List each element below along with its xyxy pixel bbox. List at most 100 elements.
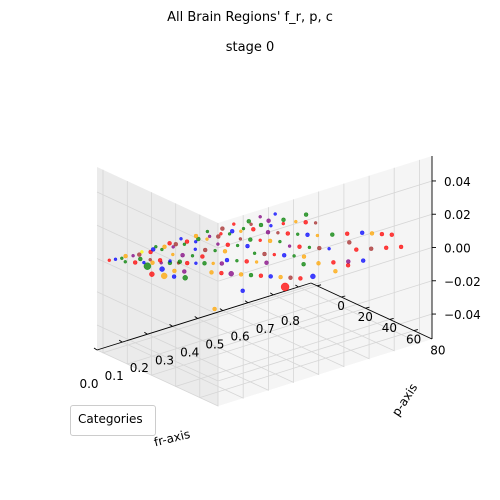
scatter-point xyxy=(258,215,262,219)
z-tick-label: −0.04 xyxy=(444,308,481,322)
scatter-point xyxy=(235,259,239,263)
scatter-point xyxy=(307,245,312,250)
scatter-point xyxy=(272,252,276,257)
scatter-point xyxy=(266,218,271,223)
scatter-point xyxy=(238,237,243,241)
x-tick-mark xyxy=(244,300,249,304)
scatter-point xyxy=(246,219,252,224)
scatter-point xyxy=(389,232,394,237)
scatter-point xyxy=(265,229,271,235)
scatter-point xyxy=(209,270,214,275)
scatter-point xyxy=(384,245,389,251)
scatter-point xyxy=(150,260,155,265)
scatter-point xyxy=(196,236,201,242)
scatter-point xyxy=(150,247,156,252)
scatter-point xyxy=(379,231,385,237)
x-tick-label: 0.1 xyxy=(105,369,124,383)
scatter-point xyxy=(241,226,246,231)
y-grid-line xyxy=(175,203,390,387)
scatter-point xyxy=(159,266,165,272)
scatter-point xyxy=(235,243,240,248)
x-tick-mark xyxy=(295,284,299,288)
scatter-point xyxy=(149,271,155,277)
scatter-point xyxy=(207,234,212,239)
scatter-point xyxy=(280,282,290,292)
x-grid-line xyxy=(298,159,420,344)
scatter-point xyxy=(294,219,298,224)
scatter-point xyxy=(180,252,185,258)
scatter-point xyxy=(160,247,164,252)
x-grid-line xyxy=(273,167,395,352)
z-grid-line xyxy=(96,213,433,282)
y-tick-mark xyxy=(413,329,418,332)
scatter-point xyxy=(240,288,245,293)
x-tick-label: 0.7 xyxy=(256,322,275,336)
scatter-point xyxy=(171,252,175,257)
scatter-point xyxy=(219,270,224,276)
x-tick-mark xyxy=(118,339,123,343)
scatter-point xyxy=(360,230,365,236)
scatter-point xyxy=(298,276,303,281)
scatter-point xyxy=(346,259,351,264)
scatter-point xyxy=(276,231,280,235)
y-grid-line xyxy=(199,214,415,399)
scatter-point xyxy=(330,232,335,237)
scatter-point xyxy=(267,238,273,244)
scatter-point xyxy=(369,231,375,236)
y-tick-mark xyxy=(389,317,394,320)
scatter-point xyxy=(327,246,331,251)
scatter-point xyxy=(398,244,404,250)
x-tick-mark xyxy=(93,347,98,351)
scatter-point xyxy=(305,232,310,238)
y-grid-line xyxy=(126,181,342,365)
scatter-point xyxy=(310,273,316,280)
scatter-point xyxy=(252,251,257,256)
scatter-point xyxy=(142,260,146,265)
scatter-point xyxy=(205,229,210,234)
z-grid-line xyxy=(96,280,433,349)
scatter-point xyxy=(213,248,217,253)
scatter-point xyxy=(219,261,225,266)
scatter-point xyxy=(316,261,321,266)
scatter-point xyxy=(347,240,352,245)
z-grid-line xyxy=(96,247,433,315)
scatter-point xyxy=(171,245,175,249)
scatter-point xyxy=(245,243,250,249)
scatter-point xyxy=(282,253,287,258)
scatter-point xyxy=(179,237,183,241)
x-tick-mark xyxy=(194,316,198,319)
scatter-point xyxy=(254,260,259,264)
x-tick-label: 0.2 xyxy=(130,361,149,375)
scatter-point xyxy=(148,258,152,262)
scatter-point xyxy=(143,262,152,270)
scatter-point xyxy=(202,261,207,266)
scatter-point xyxy=(297,244,302,249)
scatter-point xyxy=(184,239,190,244)
scatter-point xyxy=(292,254,296,258)
scatter-point xyxy=(239,229,243,234)
scatter-point xyxy=(107,258,112,262)
scatter-point xyxy=(369,246,374,251)
scatter-point xyxy=(162,244,167,250)
scatter-point xyxy=(258,222,264,228)
x-tick-mark xyxy=(169,323,173,327)
scatter-point xyxy=(167,241,172,246)
scatter-point xyxy=(345,231,350,236)
chart-title: All Brain Regions' f_r, p, c xyxy=(167,10,333,25)
x-tick-mark xyxy=(269,292,274,296)
scatter-point xyxy=(301,254,307,259)
scatter-point xyxy=(182,242,187,247)
scatter-point xyxy=(264,260,269,265)
legend: Categories xyxy=(70,405,156,436)
z-tick-label: −0.02 xyxy=(444,275,481,289)
scatter-point xyxy=(120,256,124,260)
scatter-point xyxy=(137,252,142,257)
scatter-point xyxy=(222,249,228,254)
y-tick-label: 40 xyxy=(382,321,397,335)
scatter-point xyxy=(205,237,209,241)
scatter-point xyxy=(193,233,199,239)
x-tick-label: 0.8 xyxy=(281,314,300,328)
x-tick-label: 0.6 xyxy=(231,330,250,344)
grid-lines xyxy=(96,159,433,407)
scatter-point xyxy=(227,232,232,236)
